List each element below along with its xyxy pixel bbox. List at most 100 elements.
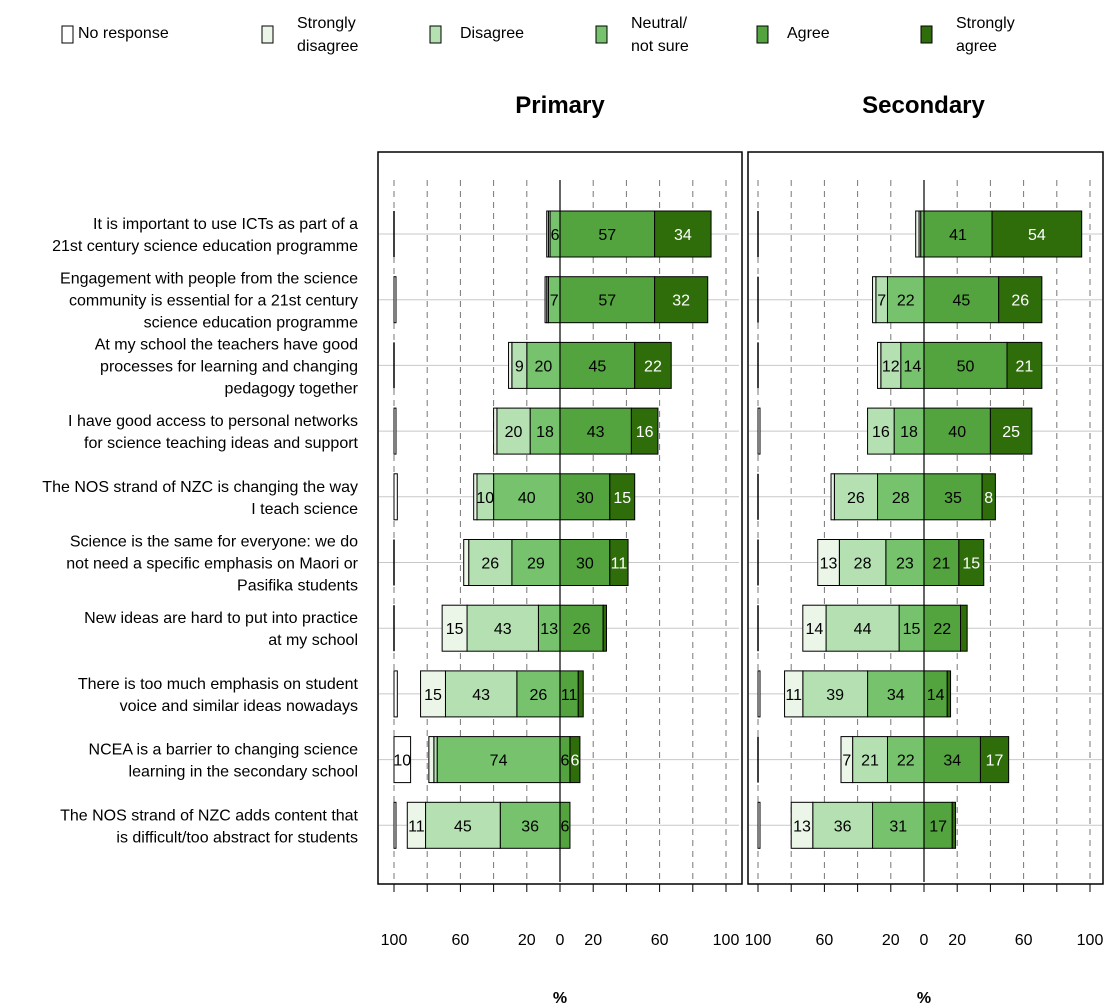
- data-label: 45: [588, 358, 606, 375]
- data-label: 26: [530, 687, 548, 704]
- statement-label-2: processes for learning and changing: [100, 358, 358, 375]
- bar-segment: [420, 670, 446, 718]
- data-label: 22: [933, 621, 951, 638]
- data-label: 12: [882, 358, 900, 375]
- bar-segment: [886, 736, 925, 784]
- data-label: 15: [613, 490, 631, 507]
- bar-segment: [602, 604, 607, 652]
- bar-segment: [802, 604, 827, 652]
- statement-label-9: The NOS strand of NZC adds content that: [60, 807, 358, 824]
- data-label: 15: [446, 621, 464, 638]
- data-label: 50: [957, 358, 975, 375]
- axis-tick-label: 60: [1015, 932, 1033, 949]
- data-label: 6: [561, 753, 570, 770]
- data-label: 36: [834, 818, 852, 835]
- data-label: 26: [847, 490, 865, 507]
- statement-label-2: At my school the teachers have good: [95, 336, 358, 353]
- data-label: 10: [476, 490, 494, 507]
- data-label: 17: [929, 818, 947, 835]
- data-label: 26: [481, 556, 499, 573]
- data-label: 9: [515, 358, 524, 375]
- bar-segment: [499, 801, 561, 849]
- bar-segment: [830, 473, 835, 521]
- bar-segment: [630, 407, 659, 455]
- data-label: 11: [785, 687, 802, 704]
- bar-segment: [872, 276, 877, 324]
- bar-segment: [951, 801, 957, 849]
- bar-segment: [923, 473, 983, 521]
- bar-segment: [915, 210, 920, 258]
- bar-segment: [790, 801, 814, 849]
- no-response-bar: [757, 670, 761, 718]
- bar-segment: [577, 670, 584, 718]
- x-axis-label: %: [553, 990, 567, 1005]
- data-label: 30: [576, 490, 594, 507]
- bar-segment: [872, 801, 925, 849]
- bar-segment: [544, 276, 548, 324]
- statement-label-0: It is important to use ICTs as part of a: [93, 216, 358, 233]
- data-label: 21: [1016, 358, 1034, 375]
- axis-tick-label: 20: [584, 932, 602, 949]
- data-label: 31: [889, 818, 907, 835]
- bar-segment: [406, 801, 427, 849]
- bar-segment: [867, 407, 895, 455]
- bar-segment: [468, 539, 513, 586]
- bar-segment: [877, 341, 882, 389]
- bar-segment: [998, 276, 1043, 324]
- data-label: 74: [490, 753, 508, 770]
- data-label: 45: [952, 293, 970, 310]
- data-label: 30: [576, 556, 594, 573]
- bar-segment: [923, 736, 981, 784]
- data-label: 26: [573, 621, 591, 638]
- data-label: 15: [424, 687, 442, 704]
- data-label: 11: [611, 556, 628, 573]
- legend-label-3: Neutral/: [631, 15, 688, 32]
- data-label: 23: [896, 556, 914, 573]
- bar-segment: [654, 276, 709, 324]
- data-label: 16: [636, 424, 654, 441]
- axis-tick-label: 0: [556, 932, 565, 949]
- statement-label-5: Science is the same for everyone: we do: [70, 534, 358, 551]
- statement-label-1: community is essential for a 21st centur…: [69, 293, 358, 310]
- data-label: 8: [984, 490, 993, 507]
- bar-segment: [559, 473, 611, 521]
- legend-swatch-2: [429, 25, 442, 44]
- bar-segment: [958, 539, 985, 586]
- data-label: 20: [535, 358, 553, 375]
- data-label: 6: [561, 818, 570, 835]
- data-label: 22: [897, 293, 915, 310]
- legend-swatch-1: [261, 25, 274, 44]
- bar-segment: [867, 670, 925, 718]
- data-label: 28: [892, 490, 910, 507]
- legend-label-5: Strongly: [956, 15, 1015, 32]
- data-label: 7: [550, 293, 559, 310]
- data-label: 10: [393, 753, 411, 770]
- legend-label-1-line2: disagree: [297, 38, 358, 55]
- statement-label-5: not need a specific emphasis on Maori or: [66, 556, 358, 573]
- bar-segment: [1006, 341, 1043, 389]
- legend-label-1: Strongly: [297, 15, 356, 32]
- data-label: 40: [518, 490, 536, 507]
- statement-label-6: at my school: [268, 632, 358, 649]
- axis-tick-label: 20: [948, 932, 966, 949]
- bar-segment: [886, 276, 925, 324]
- data-label: 25: [1002, 424, 1020, 441]
- bar-segment: [466, 604, 539, 652]
- bar-segment: [923, 276, 1000, 324]
- bar-segment: [526, 341, 561, 389]
- axis-tick-label: 60: [452, 932, 470, 949]
- bar-segment: [569, 736, 581, 784]
- data-label: 54: [1028, 227, 1046, 244]
- legend-swatch-3: [595, 25, 608, 44]
- bar-segment: [546, 210, 549, 258]
- bar-segment: [877, 473, 925, 521]
- data-label: 35: [944, 490, 962, 507]
- data-label: 14: [927, 687, 945, 704]
- legend-label-5-line2: agree: [956, 38, 997, 55]
- data-label: 34: [887, 687, 905, 704]
- bar-segment: [923, 801, 953, 849]
- bar-segment: [923, 210, 993, 258]
- bar-segment: [817, 539, 840, 586]
- panel-title-1: Secondary: [862, 92, 985, 119]
- data-label: 57: [598, 227, 616, 244]
